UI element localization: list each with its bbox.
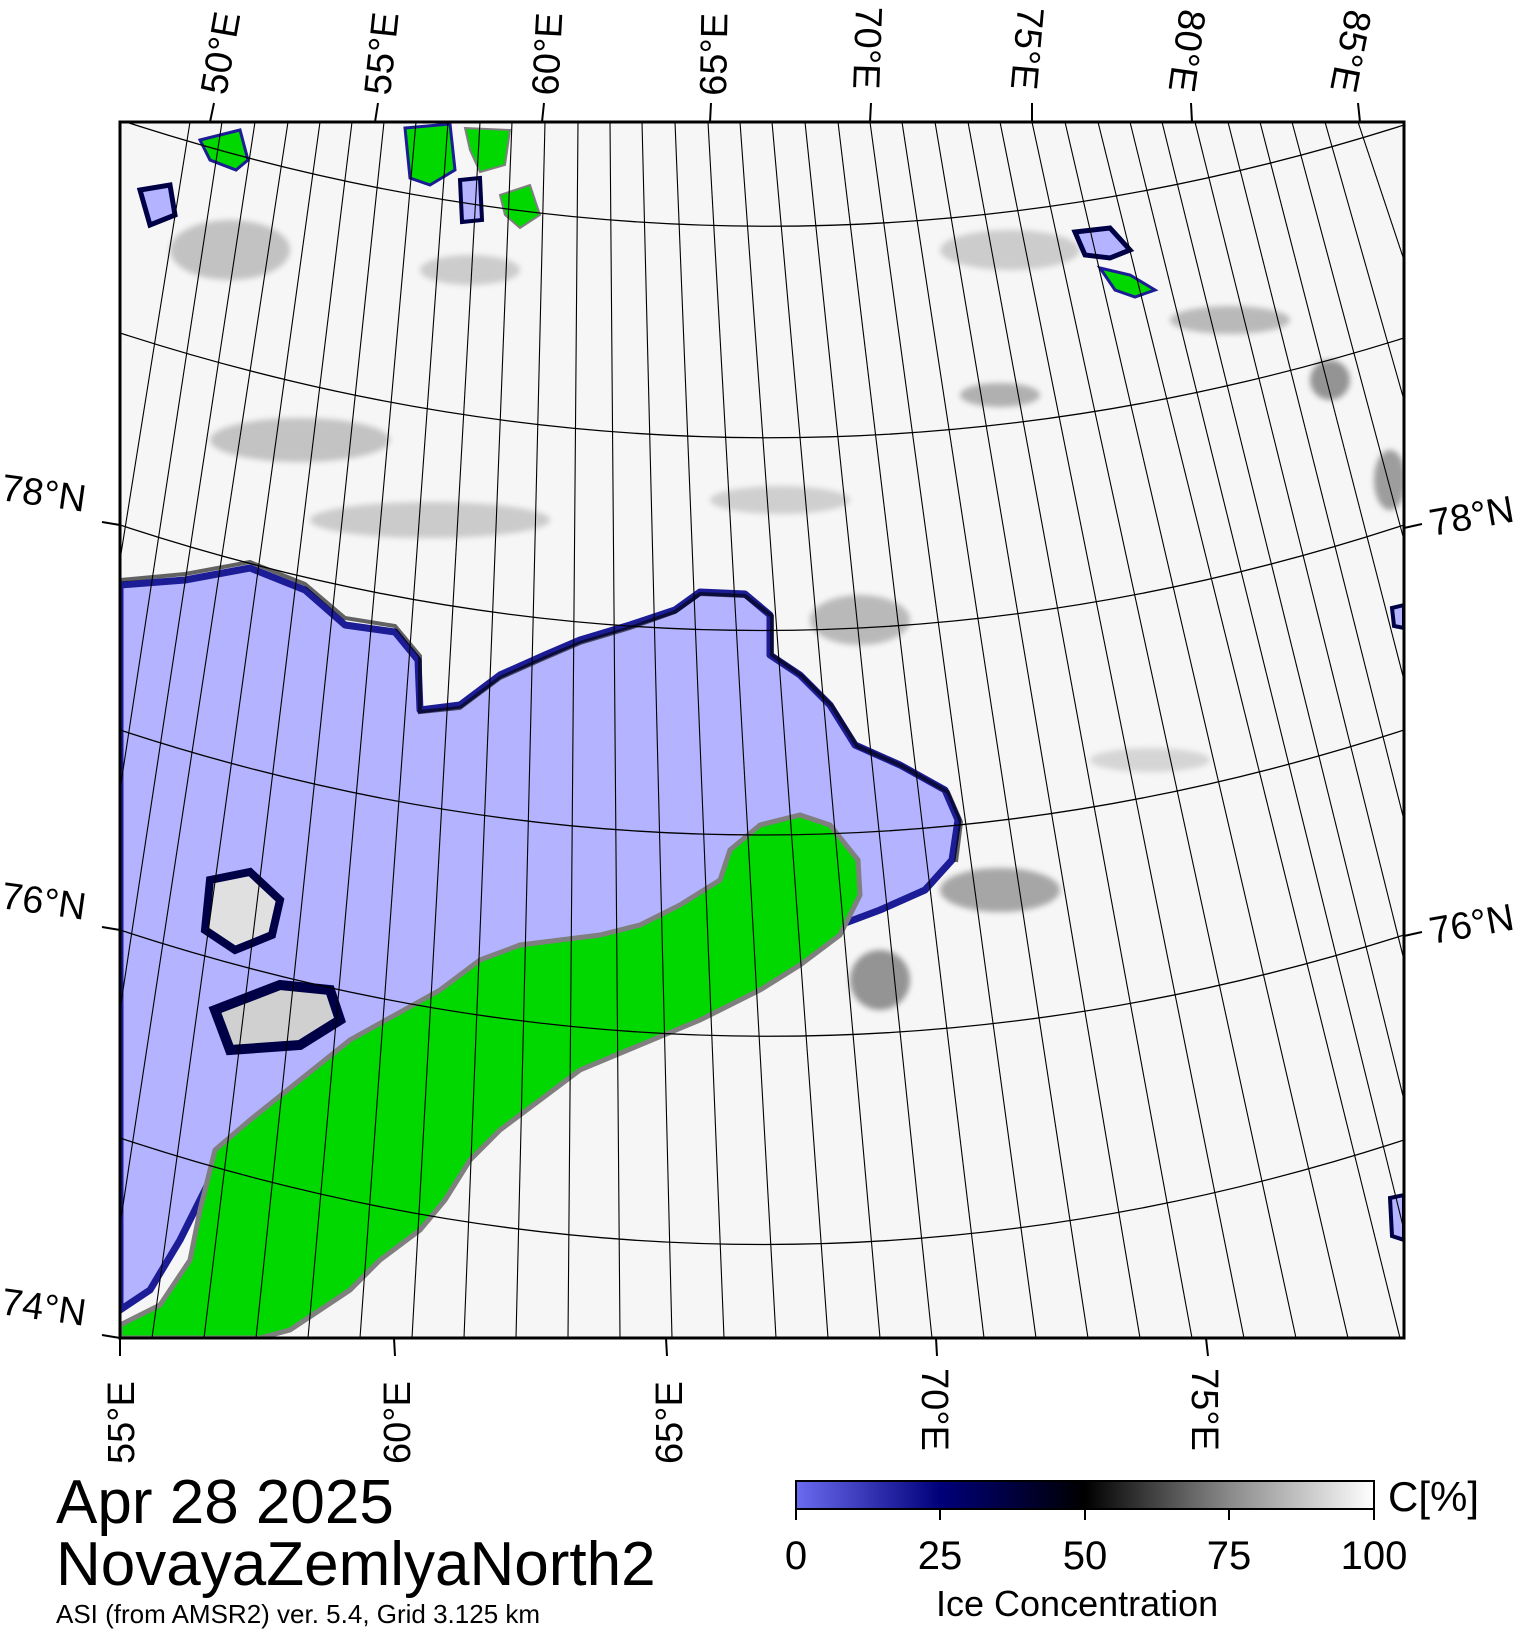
bottom-lon-label: 55°E: [101, 1381, 143, 1464]
left-lat-label: 74°N: [0, 1281, 89, 1334]
region-name: NovayaZemlyaNorth2: [56, 1530, 656, 1599]
ice-floe: [208, 979, 346, 1056]
water-spot: [457, 175, 485, 225]
top-lon-label: 55°E: [357, 10, 407, 97]
ice-floe: [200, 867, 285, 955]
top-lon-label: 70°E: [844, 6, 889, 90]
right-lat-label: 76°N: [1426, 897, 1517, 953]
bottom-lon-label: 70°E: [913, 1368, 955, 1451]
colorbar-tick-label: 100: [1340, 1534, 1408, 1578]
bottom-lon-label: 75°E: [1183, 1368, 1225, 1451]
top-lon-label: 50°E: [194, 9, 250, 98]
water-spot: [1389, 602, 1404, 631]
colorbar-tick-label: 0: [784, 1534, 808, 1578]
island-land: [403, 122, 457, 187]
colorbar-title: Ice Concentration: [936, 1583, 1219, 1624]
colorbar-scale: [795, 1480, 1375, 1510]
tick-marks: [101, 102, 1423, 1357]
product-info: ASI (from AMSR2) ver. 5.4, Grid 3.125 km: [56, 1599, 541, 1629]
water-spot: [1387, 1192, 1404, 1243]
graticule-meridians: [120, 122, 1404, 1338]
island-land: [463, 126, 512, 174]
colorbar-unit: C[%]: [1388, 1473, 1480, 1520]
left-lat-label: 78°N: [0, 467, 89, 520]
bottom-lon-label: 65°E: [649, 1381, 691, 1464]
top-lon-label: 75°E: [1002, 5, 1051, 91]
island-land: [197, 128, 250, 172]
right-lat-label: 78°N: [1426, 489, 1517, 545]
map-date: Apr 28 2025: [56, 1468, 394, 1537]
water-edge-shadow: [120, 559, 964, 863]
map-frame: [118, 120, 1406, 1340]
island-land: [498, 183, 542, 230]
graticule-parallels: [120, 122, 1404, 1246]
colorbar-tick-label: 25: [917, 1534, 963, 1578]
colorbar-tick-label: 50: [1062, 1534, 1108, 1578]
novaya-zemlya-land: [120, 812, 863, 1338]
island-land: [1096, 265, 1159, 299]
colorbar-ticks: [795, 1509, 1375, 1520]
top-lon-label: 65°E: [693, 13, 736, 97]
top-lon-label: 85°E: [1321, 6, 1378, 95]
left-lat-label: 76°N: [0, 875, 89, 928]
bottom-lon-label: 60°E: [377, 1381, 419, 1464]
colorbar-tick-label: 75: [1206, 1534, 1252, 1578]
water-spot: [1071, 225, 1135, 261]
top-lon-label: 80°E: [1160, 7, 1213, 95]
top-lon-label: 60°E: [525, 12, 571, 97]
